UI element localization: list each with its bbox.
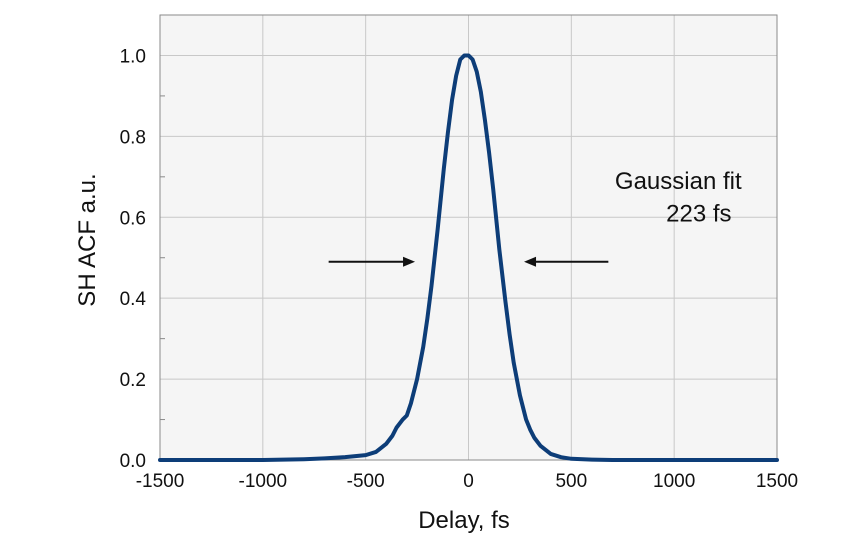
- y-tick-label: 0.2: [120, 370, 146, 391]
- x-tick-label: 500: [555, 471, 587, 492]
- y-tick-label: 0.0: [120, 451, 146, 472]
- annotation-text: Gaussian fit: [615, 168, 742, 195]
- x-tick-label: 0: [463, 471, 474, 492]
- y-tick-label: 0.6: [120, 208, 146, 229]
- annotation-arrow-head: [524, 256, 537, 267]
- annotations: Gaussian fit 223 fs: [615, 168, 742, 227]
- x-tick-label: 1000: [653, 471, 695, 492]
- annotation-arrow-head: [403, 256, 416, 267]
- y-minor-ticks: [160, 14, 165, 421]
- y-tick-labels: 0.0 0.2 0.4 0.6 0.8 1.0: [120, 46, 147, 472]
- annotation-text: 223 fs: [666, 200, 731, 227]
- x-axis-label: Delay, fs: [418, 507, 510, 534]
- y-tick-label: 0.4: [120, 289, 147, 310]
- plot-frame: [159, 14, 778, 461]
- x-tick-label: -1000: [239, 471, 288, 492]
- y-tick-label: 1.0: [120, 46, 146, 67]
- series-line: [158, 53, 779, 462]
- y-tick-label: 0.8: [120, 127, 146, 148]
- x-tick-labels: -1500 -1000 -500 0 500 1000 1500: [136, 471, 798, 492]
- x-tick-label: -500: [347, 471, 385, 492]
- y-axis-label: SH ACF a.u.: [74, 173, 101, 306]
- x-tick-label: 1500: [756, 471, 798, 492]
- arrows: [328, 256, 609, 267]
- x-tick-label: -1500: [136, 471, 185, 492]
